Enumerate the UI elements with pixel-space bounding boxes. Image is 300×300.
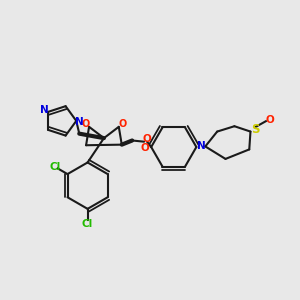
Text: O: O (140, 142, 149, 153)
Text: N: N (40, 105, 49, 115)
Text: O: O (81, 119, 90, 129)
Text: O: O (143, 134, 152, 144)
Text: Cl: Cl (82, 219, 93, 229)
Text: O: O (265, 115, 274, 125)
Text: N: N (197, 141, 206, 152)
Text: Cl: Cl (50, 162, 61, 172)
Text: N: N (76, 117, 84, 128)
Text: S: S (252, 123, 260, 136)
Text: O: O (118, 119, 127, 129)
